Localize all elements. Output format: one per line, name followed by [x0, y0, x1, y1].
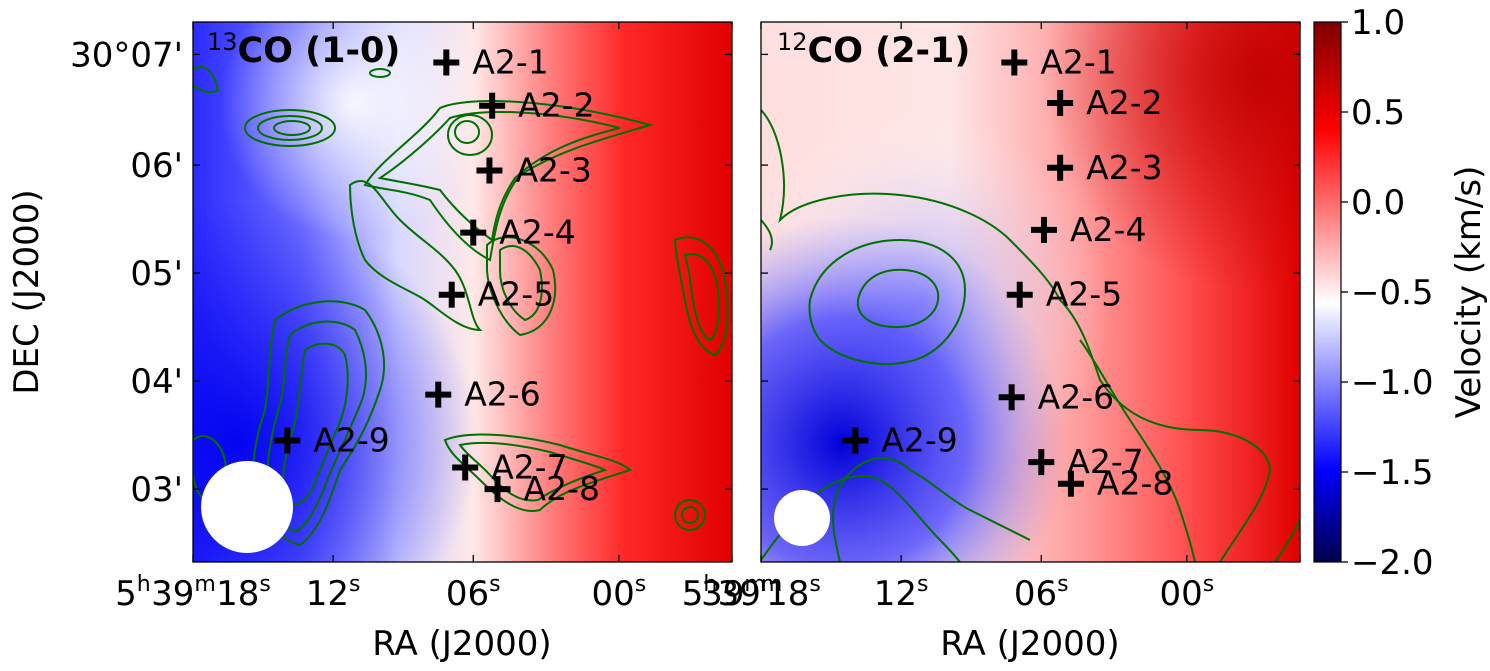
x-tick-labels-13co: 5h 39m 18s 12s 06s 00s 5h 39m	[115, 572, 782, 614]
x-tick-label: 12s	[306, 572, 361, 614]
source-label: A2-5	[478, 275, 554, 314]
y-tick-labels-13co: 30°07' 06' 05' 04' 03'	[70, 35, 183, 510]
source-marker-a2-8: A2-8	[484, 469, 600, 508]
x-tick-label: 06s	[446, 572, 501, 614]
colorbar-gradient	[1313, 21, 1342, 563]
source-marker-a2-4: A2-4	[1030, 210, 1146, 249]
colorbar: 1.0 0.5 0.0 −0.5 −1.0 −1.5 −2.0 Velocity (km/s…	[1313, 3, 1489, 583]
source-markers-13co: A2-1 A2-2 A2-3 A2-4 A2-5 A2-6 A2-9 A2-7A2-8	[274, 43, 600, 508]
x-tick-label: 00s	[591, 572, 646, 614]
source-label: A2-9	[881, 421, 957, 460]
panel-title-13co: 13CO (1-0)	[207, 28, 400, 71]
x-axis-label-12co: RA (J2000)	[940, 624, 1119, 664]
source-marker-a2-5: A2-5	[1006, 275, 1122, 314]
axes-frame-12co	[760, 21, 1301, 563]
beam-13co	[201, 461, 293, 553]
source-marker-a2-7: A2-7	[1028, 442, 1144, 481]
y-tick-label: 06'	[130, 146, 183, 186]
colorbar-tick-label: 1.0	[1351, 3, 1405, 43]
y-tick-label: 03'	[130, 470, 183, 510]
source-label: A2-9	[313, 421, 389, 460]
source-label: A2-5	[1046, 275, 1122, 314]
panel-12co: A2-1A2-2 A2-3 A2-4 A2-5 A2-6 A2-9 A2-7A2-8 12C…	[701, 21, 1301, 664]
source-label: A2-4	[1070, 210, 1146, 249]
source-label: A2-2	[1086, 83, 1162, 122]
colorbar-tick-label: −0.5	[1351, 273, 1434, 313]
source-marker-a2-6: A2-6	[425, 375, 541, 414]
beam-12co	[774, 490, 830, 546]
y-tick-label: 04'	[130, 362, 183, 402]
y-axis-label: DEC (J2000)	[7, 189, 47, 394]
source-marker-a2-1: A2-1	[433, 43, 549, 82]
y-tick-label: 05'	[130, 254, 183, 294]
source-markers-12co: A2-1A2-2 A2-3 A2-4 A2-5 A2-6 A2-9 A2-7A2-8	[842, 43, 1173, 503]
source-label: A2-4	[499, 213, 575, 252]
source-marker-a2-3: A2-3	[1047, 148, 1163, 187]
source-marker-a2-9: A2-9	[842, 421, 958, 460]
colorbar-tick-label: −2.0	[1351, 543, 1434, 583]
x-tick-label: 06s	[1014, 572, 1069, 614]
source-label: A2-8	[524, 469, 600, 508]
axes-frame-13co	[192, 21, 733, 563]
source-label: A2-6	[464, 375, 540, 414]
colorbar-label: Velocity (km/s)	[1449, 166, 1489, 419]
source-label: A2-8	[1097, 464, 1173, 503]
source-marker-a2-4: A2-4	[460, 213, 576, 252]
x-axis-label-13co: RA (J2000)	[372, 624, 551, 664]
x-tick-label: 5h 39m 18s	[115, 572, 271, 614]
source-marker-a2-3: A2-3	[476, 151, 592, 190]
source-marker-a2-6: A2-6	[998, 377, 1114, 416]
source-label: A2-1	[1040, 43, 1116, 82]
source-marker-a2-1: A2-1	[1001, 43, 1117, 82]
source-marker-a2-9: A2-9	[274, 421, 390, 460]
colorbar-tick-label: −1.5	[1351, 453, 1434, 493]
source-label: A2-7	[1067, 442, 1143, 481]
panel-title-12co: 12CO (2-1)	[777, 28, 970, 71]
source-label: A2-2	[518, 86, 594, 125]
colorbar-tick-label: 0.5	[1351, 93, 1405, 133]
source-label: A2-1	[472, 43, 548, 82]
contours-12co	[761, 109, 1300, 562]
source-label: A2-6	[1038, 377, 1114, 416]
x-tick-label: 5h 39m	[682, 572, 783, 614]
y-tick-label: 30°07'	[70, 35, 183, 75]
colorbar-tick-label: 0.0	[1351, 183, 1405, 223]
x-tick-label: 12s	[874, 572, 929, 614]
source-label: A2-3	[1086, 148, 1162, 187]
panel-13co: A2-1 A2-2 A2-3 A2-4 A2-5 A2-6 A2-9 A2-7A2-8 13C…	[7, 21, 782, 664]
source-marker-a2-2: A2-2	[1047, 83, 1163, 122]
x-tick-labels-12co: 39m 18s 12s 06s 00s	[701, 572, 1214, 614]
x-tick-label: 00s	[1159, 572, 1214, 614]
source-label: A2-3	[515, 151, 591, 190]
contours-13co	[193, 65, 729, 547]
source-marker-a2-2: A2-2	[479, 86, 595, 125]
source-marker-a2-7: A2-7	[452, 448, 568, 487]
source-marker-a2-8: A2-8	[1057, 464, 1173, 503]
x-tick-label: 39m 18s	[701, 572, 821, 614]
source-marker-a2-5: A2-5	[438, 275, 554, 314]
source-label: A2-7	[491, 448, 567, 487]
colorbar-tick-label: −1.0	[1351, 363, 1434, 403]
